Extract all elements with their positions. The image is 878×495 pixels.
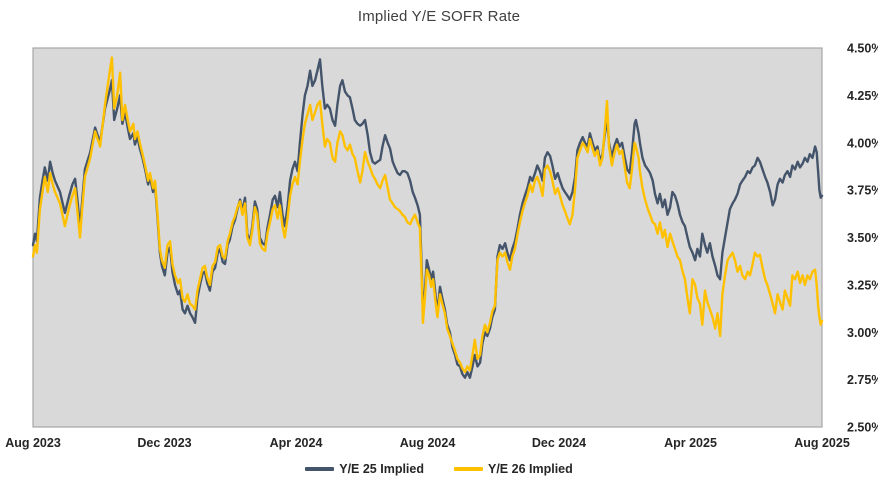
legend-item-ye25[interactable]: Y/E 25 Implied (305, 462, 424, 476)
x-tick-label: Aug 2025 (794, 436, 850, 450)
y-tick-label: 2.50% (847, 421, 878, 435)
y-tick-label: 3.50% (847, 231, 878, 245)
x-tick-label: Apr 2025 (664, 436, 717, 450)
x-tick-label: Aug 2024 (400, 436, 456, 450)
y-tick-label: 3.75% (847, 184, 878, 198)
legend-item-ye26[interactable]: Y/E 26 Implied (454, 462, 573, 476)
y-tick-label: 3.25% (847, 278, 878, 292)
x-tick-label: Dec 2024 (532, 436, 586, 450)
ye26-line-swatch (454, 467, 483, 471)
plot-area (32, 47, 823, 428)
x-tick-label: Apr 2024 (270, 436, 323, 450)
y-tick-label: 4.25% (847, 89, 878, 103)
legend: Y/E 25 Implied Y/E 26 Implied (0, 462, 878, 476)
y-tick-label: 3.00% (847, 326, 878, 340)
ye26-legend-label: Y/E 26 Implied (488, 462, 573, 476)
ye25-line-swatch (305, 467, 335, 471)
chart-title: Implied Y/E SOFR Rate (357, 8, 521, 25)
y-tick-label: 2.75% (847, 373, 878, 387)
x-tick-label: Aug 2023 (5, 436, 61, 450)
x-tick-label: Dec 2023 (137, 436, 191, 450)
ye26-series-line (31, 56, 824, 374)
ye25-legend-label: Y/E 25 Implied (339, 462, 424, 476)
y-tick-label: 4.00% (847, 136, 878, 150)
y-tick-label: 4.50% (847, 42, 878, 56)
